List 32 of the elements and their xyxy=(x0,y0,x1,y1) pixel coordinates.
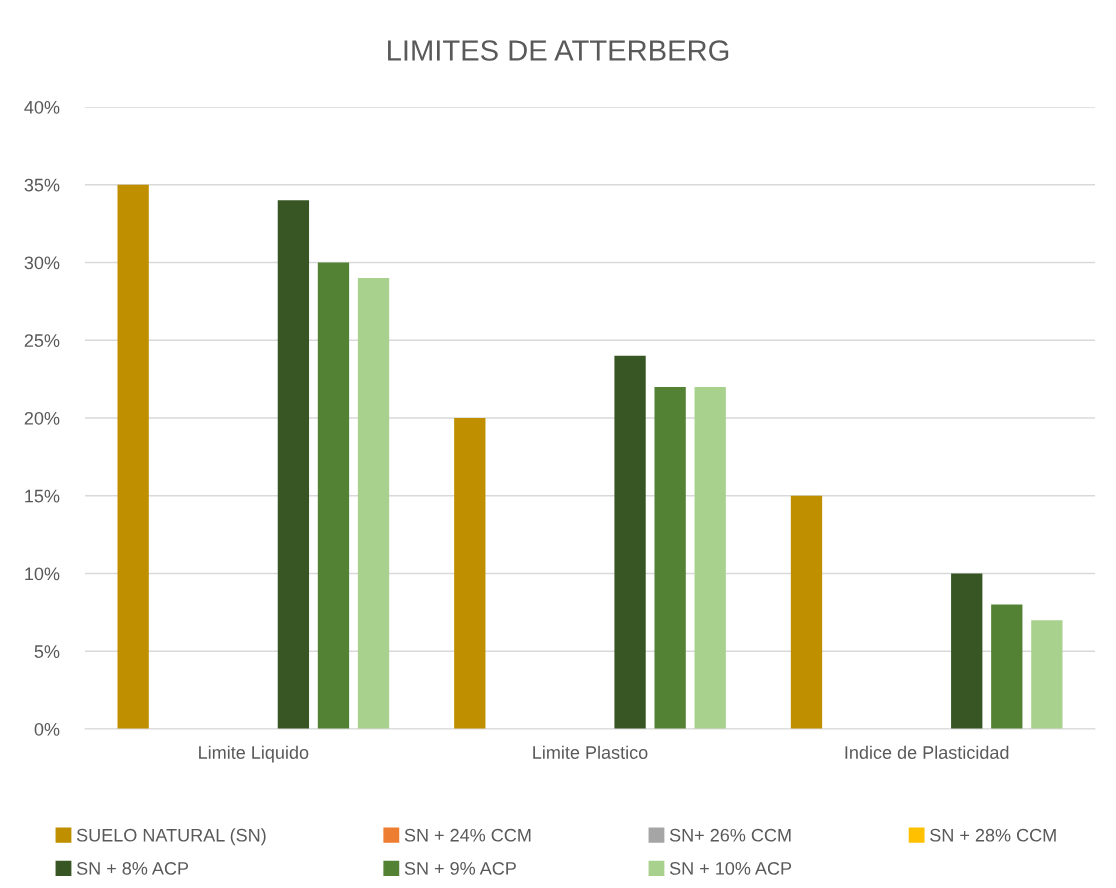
bar xyxy=(1031,620,1063,729)
x-tick-label: Limite Plastico xyxy=(533,745,648,759)
y-tick-label: 30% xyxy=(24,256,60,270)
legend-label: SN+ 26% CCM xyxy=(669,828,791,842)
y-tick-label: 40% xyxy=(24,100,60,114)
legend-label: SUELO NATURAL (SN) xyxy=(76,828,266,846)
bar xyxy=(694,386,726,729)
legend-label: SN + 10% ACP xyxy=(669,862,792,875)
y-tick-label: 20% xyxy=(24,411,60,425)
bar xyxy=(357,278,390,729)
y-tick-label: 15% xyxy=(25,489,60,503)
bar xyxy=(654,386,686,729)
bar xyxy=(454,418,486,729)
y-tick-label: 25% xyxy=(24,334,60,347)
legend-label: SN + 9% ACP xyxy=(404,862,516,875)
y-tick-label: 0% xyxy=(34,722,60,736)
y-tick-label: 5% xyxy=(34,645,60,658)
bar xyxy=(951,573,983,729)
x-tick-label: Indice de Plasticidad xyxy=(845,745,1009,759)
legend-label: SN + 24% CCM xyxy=(404,828,531,842)
bar xyxy=(277,200,310,729)
legend-label: SN + 28% CCM xyxy=(930,828,1056,842)
legend-label: SN + 8% ACP xyxy=(76,862,189,875)
bar xyxy=(117,184,149,729)
chart-title: LIMITES DE ATTERBERG xyxy=(388,40,729,61)
y-tick-label: 35% xyxy=(24,178,60,192)
bar xyxy=(614,355,646,729)
y-tick-label: 10% xyxy=(25,567,60,581)
bar xyxy=(991,604,1023,729)
bar xyxy=(790,495,823,729)
x-tick-label: Limite Liquido xyxy=(199,745,309,763)
bar xyxy=(317,262,350,729)
